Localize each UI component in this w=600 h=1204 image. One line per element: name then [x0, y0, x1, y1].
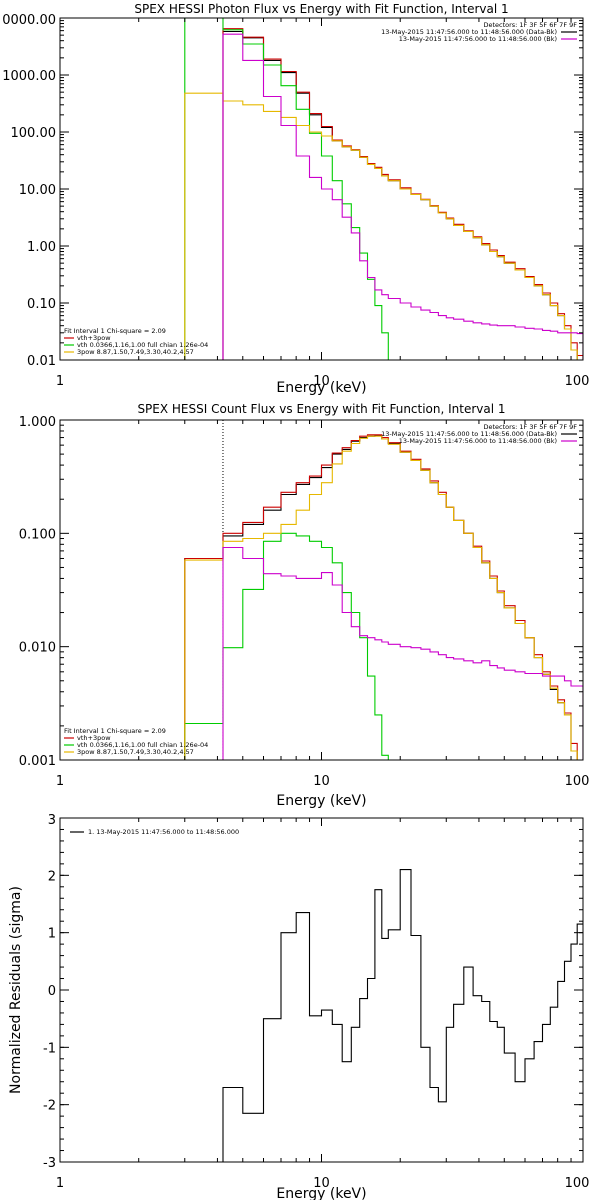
legend-top-text-0-2: 13-May-2015 11:47:56.000 to 11:48:56.000… [399, 35, 557, 43]
legend-top-text-1-0: Detectors: 1F 3F 5F 6F 7F 9F [483, 423, 577, 431]
y-tick-label-0-4: 1.00 [27, 240, 56, 255]
y-tick-label-0-0: 0000.00 [2, 13, 56, 28]
series-line-0-4 [222, 33, 583, 360]
x-tick-label-0-0: 1 [56, 374, 64, 389]
series-line-0-3 [184, 92, 583, 360]
x-axis-label-1: Energy (keV) [276, 793, 366, 809]
x-tick-label-0-1: 10 [313, 374, 330, 389]
y-tick-label-0-1: 1000.00 [2, 69, 56, 84]
series-line-0-2 [184, 18, 389, 360]
plot-frame-2 [59, 817, 584, 1163]
y-tick-label-2-3: 0 [48, 984, 56, 999]
legend-top-text-0-1: 13-May-2015 11:47:56.000 to 11:48:56.000… [381, 28, 557, 36]
x-tick-label-0-2: 100 [565, 374, 590, 389]
x-tick-label-1-1: 10 [313, 774, 330, 789]
series-line-0-1 [222, 28, 583, 360]
y-tick-label-0-6: 0.01 [27, 354, 56, 369]
series-line-1-4 [222, 546, 583, 760]
series-line-0-0 [222, 30, 583, 360]
y-tick-label-1-0: 1.000 [19, 415, 56, 430]
y-tick-label-1-3: 0.001 [19, 754, 56, 769]
legend-bottom-text-0-3: 3pow 8.87,1.50,7.49,3.30,40.2,4.57 [77, 348, 194, 356]
y-tick-label-2-1: 2 [48, 869, 56, 884]
x-tick-label-2-0: 1 [56, 1176, 64, 1191]
series-group-2 [222, 869, 583, 1162]
legend-top-text-0-0: Detectors: 1F 3F 5F 6F 7F 9F [483, 21, 577, 29]
y-tick-label-1-2: 0.010 [19, 641, 56, 656]
y-tick-label-0-3: 10.00 [19, 183, 56, 198]
legend-bottom-text-1-1: vth+3pow [77, 734, 111, 742]
x-axis-label-2: Energy (keV) [276, 1186, 366, 1200]
series-line-1-2 [184, 532, 389, 760]
legend-bottom-text-1-3: 3pow 8.87,1.50,7.49,3.30,40.2,4.57 [77, 748, 194, 756]
legend-top-text-1-2: 13-May-2015 11:47:56.000 to 11:48:56.000… [399, 437, 557, 445]
y-tick-label-2-2: 1 [48, 927, 56, 942]
series-line-1-3 [184, 435, 583, 760]
y-tick-label-2-0: 3 [48, 813, 56, 828]
y-tick-label-2-4: -1 [43, 1041, 56, 1056]
y-tick-label-0-5: 0.10 [27, 297, 56, 312]
x-tick-label-2-1: 10 [313, 1176, 330, 1191]
x-tick-label-2-2: 100 [565, 1176, 590, 1191]
x-tick-label-1-2: 100 [565, 774, 590, 789]
chart-title-0: SPEX HESSI Photon Flux vs Energy with Fi… [134, 2, 508, 16]
x-tick-label-1-0: 1 [56, 774, 64, 789]
series-line-1-1 [184, 434, 583, 760]
legend-bottom-text-0-1: vth+3pow [77, 334, 111, 342]
y-tick-label-0-2: 100.00 [11, 126, 57, 141]
legend-top-text-1-1: 13-May-2015 11:47:56.000 to 11:48:56.000… [381, 430, 557, 438]
legend-text-2-0: 1. 13-May-2015 11:47:56.000 to 11:48:56.… [88, 828, 239, 836]
y-tick-label-2-5: -2 [43, 1099, 56, 1114]
series-line-2-0 [222, 869, 583, 1162]
y-axis-label-2: Normalized Residuals (sigma) [8, 886, 24, 1094]
legend-bottom-text-1-2: vth 0.0366,1.16,1.00 full chian 1.26e-04 [77, 741, 208, 749]
legend-bottom-text-0-2: vth 0.0366,1.16,1.00 full chian 1.26e-04 [77, 341, 208, 349]
series-line-1-0 [184, 434, 583, 760]
series-group-0 [184, 18, 583, 360]
chart-title-1: SPEX HESSI Count Flux vs Energy with Fit… [137, 402, 505, 416]
y-tick-label-1-1: 0.100 [19, 527, 56, 542]
y-tick-label-2-6: -3 [43, 1156, 56, 1171]
x-axis-label-0: Energy (keV) [276, 380, 366, 396]
legend-bottom-text-1-0: Fit Interval 1 Chi-square = 2.09 [64, 727, 166, 735]
legend-bottom-text-0-0: Fit Interval 1 Chi-square = 2.09 [64, 327, 166, 335]
series-group-1 [184, 434, 583, 760]
